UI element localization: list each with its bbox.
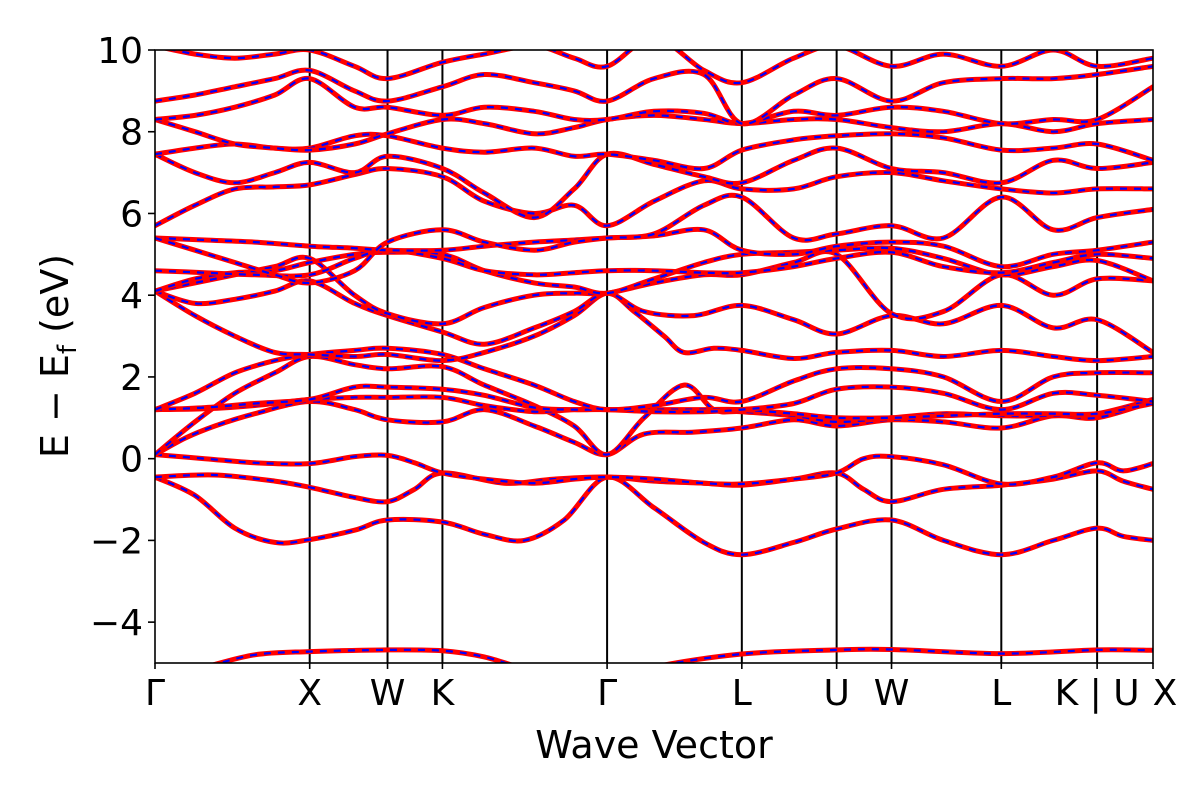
x-tick-label: K | U [1055, 673, 1140, 714]
band-11-dashed [155, 250, 1153, 325]
band-22-dashed [168, 50, 1153, 85]
band-19-dashed [155, 114, 1153, 152]
x-tick-label: X [1153, 673, 1178, 714]
band-9-solid [155, 288, 1153, 364]
band-13-dashed [155, 249, 1153, 278]
x-tick-label: K [431, 673, 456, 714]
band-3-dashed [155, 453, 1153, 486]
x-tick-label: W [370, 673, 406, 714]
y-tick-label: −2 [90, 521, 143, 562]
x-axis-label: Wave Vector [535, 723, 773, 767]
band-9-dashed [155, 290, 1153, 362]
x-tick-label: W [874, 673, 910, 714]
y-tick-label: 8 [120, 113, 143, 154]
band-10-solid [155, 278, 1153, 355]
y-axis-label: E − Ef (eV) [33, 254, 83, 458]
x-tick-label: U [823, 673, 849, 714]
band-21-dashed [155, 65, 1153, 125]
band-3-solid [155, 452, 1153, 487]
band-16-dashed [155, 167, 1153, 227]
x-tick-label: X [297, 673, 322, 714]
band-14-dashed [155, 228, 1153, 268]
y-axis-label-main: E − E [33, 354, 77, 458]
band-0-dashed [216, 648, 1153, 663]
y-tick-label: 4 [120, 276, 143, 317]
y-axis-label-unit: (eV) [33, 254, 77, 345]
y-tick-label: 0 [120, 440, 143, 481]
high-symmetry-lines [308, 50, 1099, 663]
y-tick-label: 10 [97, 31, 143, 72]
band-10-dashed [155, 279, 1153, 354]
band-19-solid [155, 112, 1153, 153]
y-tick-label: 2 [120, 358, 143, 399]
plot-frame [154, 49, 1154, 664]
band-12-dashed [155, 246, 1153, 295]
band-15-dashed [155, 194, 1153, 285]
x-tick-label: L [732, 673, 752, 714]
y-axis-label-subscript: f [53, 344, 83, 354]
band-20-solid [155, 76, 1153, 127]
band-1-dashed [155, 475, 1153, 556]
x-tick-label: Γ [145, 673, 165, 714]
x-tick-label: Γ [597, 673, 617, 714]
y-tick-label: 6 [120, 194, 143, 235]
y-tick-label: −4 [90, 603, 143, 644]
x-tick-label: L [991, 673, 1011, 714]
y-axis-ticks: 10 8 6 4 2 0 −2 −4 [90, 31, 155, 644]
bands [155, 50, 1153, 663]
